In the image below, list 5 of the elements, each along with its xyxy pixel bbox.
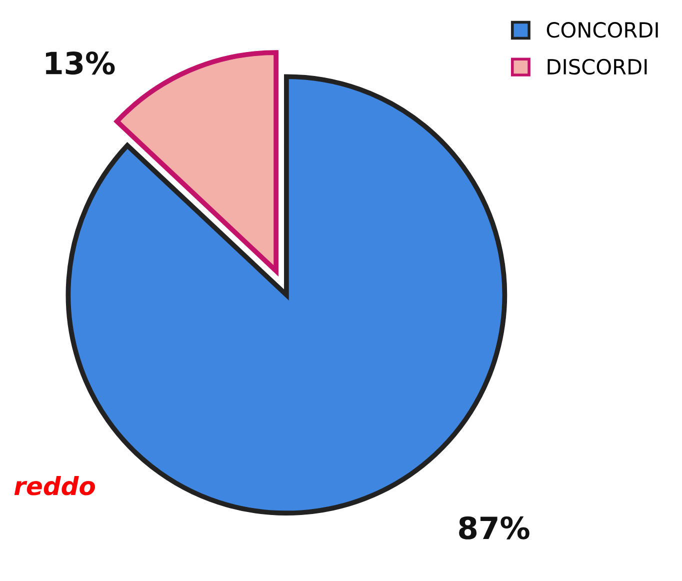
data-label: 87%: [459, 516, 530, 540]
text: reddo: [14, 476, 95, 496]
legend-label: DISCORDI: [548, 58, 647, 75]
legend-label: CONCORDI: [546, 22, 658, 38]
data-label: 13%: [46, 51, 115, 75]
